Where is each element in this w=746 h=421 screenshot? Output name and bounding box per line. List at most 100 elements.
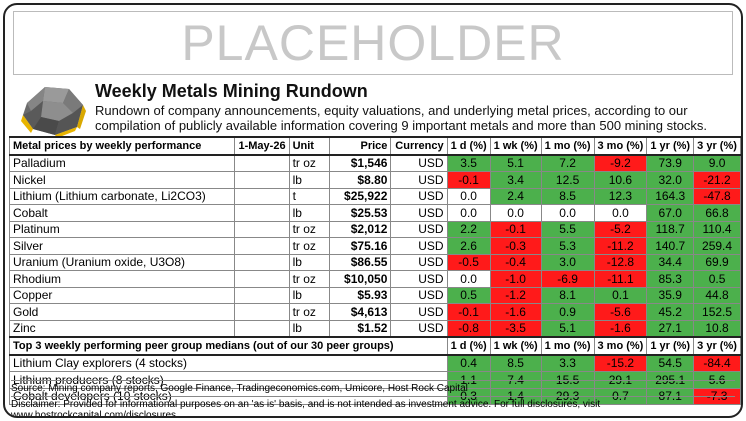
metal-row: Copper lb $5.93 USD 0.5 -1.2 8.1 0.1 35.9 44.8 <box>8 286 741 304</box>
metal-change-value: 0.0 <box>446 187 491 205</box>
metal-unit: tr oz <box>288 154 331 172</box>
metal-name: Nickel <box>8 171 236 189</box>
period-header: 1 yr (%) <box>646 336 695 356</box>
metal-change-value: -1.6 <box>489 303 542 321</box>
metal-change-value: 0.0 <box>446 270 491 288</box>
metal-change-value: 5.3 <box>540 237 595 255</box>
metal-change-value: 45.2 <box>646 303 695 321</box>
metal-change-value: 0.9 <box>540 303 595 321</box>
metal-price: $2,012 <box>329 220 392 238</box>
metal-change-value: 35.9 <box>646 286 695 304</box>
metal-change-value: -1.0 <box>489 270 542 288</box>
metal-unit: lb <box>288 171 331 189</box>
report-title: Weekly Metals Mining Rundown <box>95 81 368 101</box>
report-subtitle: Rundown of company announcements, equity… <box>95 103 708 133</box>
peer-row: Lithium producers (8 stocks) 1.1 7.4 15.5 29… <box>9 371 741 389</box>
metal-change-value: 259.4 <box>693 237 741 255</box>
period-header: 3 mo (%) <box>593 336 648 356</box>
metal-currency: USD <box>390 319 448 338</box>
metal-currency: USD <box>390 303 448 321</box>
metal-price: $25,922 <box>329 187 392 205</box>
metal-change-value: -0.3 <box>489 237 542 255</box>
peer-change-value: -84.4 <box>693 354 741 372</box>
metals-header-row: Metal prices by weekly performance 1-May-… <box>8 136 741 156</box>
metal-change-value: 3.4 <box>489 171 542 189</box>
period-header: 1 wk (%) <box>489 336 542 356</box>
metal-change-value: 7.2 <box>540 154 595 172</box>
metal-row: Lithium (Lithium carbonate, Li2CO3) t $25,… <box>8 187 741 205</box>
metal-currency: USD <box>390 253 448 271</box>
metal-name: Platinum <box>8 220 236 238</box>
metal-row: Uranium (Uranium oxide, U3O8) lb $86.55 USD… <box>8 253 741 271</box>
metal-row: Zinc lb $1.52 USD -0.8 -3.5 5.1 -1.6 27.1 10.8 <box>8 319 741 338</box>
metals-table: Metal prices by weekly performance 1-May-… <box>8 136 741 405</box>
metal-currency: USD <box>390 204 448 222</box>
metal-change-value: -0.1 <box>489 220 542 238</box>
metal-change-value: 9.0 <box>693 154 741 172</box>
metal-name: Palladium <box>8 154 236 172</box>
peer-change-value: 5.6 <box>693 371 741 389</box>
metal-change-value: -11.1 <box>593 270 648 288</box>
metal-unit: tr oz <box>288 270 331 288</box>
metal-change-value: -0.8 <box>446 319 491 338</box>
metal-currency: USD <box>390 270 448 288</box>
metal-change-value: 10.6 <box>593 171 648 189</box>
metal-price: $1.52 <box>329 319 392 338</box>
metal-change-value: 0.1 <box>593 286 648 304</box>
metal-change-value: 34.4 <box>646 253 695 271</box>
metal-price: $5.93 <box>329 286 392 304</box>
metal-change-value: 2.2 <box>446 220 491 238</box>
metal-change-value: 69.9 <box>693 253 741 271</box>
metal-unit: lb <box>288 253 331 271</box>
period-header: 1 d (%) <box>446 136 491 156</box>
metal-date-blank <box>234 171 290 189</box>
metal-price: $1,546 <box>329 154 392 172</box>
metal-currency: USD <box>390 187 448 205</box>
metal-name: Rhodium <box>8 270 236 288</box>
metal-change-value: 5.5 <box>540 220 595 238</box>
metal-change-value: 27.1 <box>646 319 695 338</box>
metal-row: Cobalt lb $25.53 USD 0.0 0.0 0.0 0.0 67.0 66.8 <box>8 204 741 222</box>
metal-row: Gold tr oz $4,613 USD -0.1 -1.6 0.9 -5.6 45.2 152… <box>8 303 741 321</box>
period-header: 1 mo (%) <box>540 136 595 156</box>
metal-currency: USD <box>390 220 448 238</box>
metal-change-value: 8.5 <box>540 187 595 205</box>
metal-change-value: 118.7 <box>646 220 695 238</box>
metal-change-value: 73.9 <box>646 154 695 172</box>
metal-date-blank <box>234 286 290 304</box>
metal-name: Zinc <box>8 319 236 338</box>
metal-currency: USD <box>390 286 448 304</box>
metals-header-label: Metal prices by weekly performance <box>8 136 236 156</box>
metal-date-blank <box>234 237 290 255</box>
metal-date-blank <box>234 220 290 238</box>
metal-price: $8.80 <box>329 171 392 189</box>
metal-change-value: 5.1 <box>540 319 595 338</box>
peer-change-value: 3.3 <box>540 354 595 372</box>
metal-change-value: -3.5 <box>489 319 542 338</box>
period-header: 3 mo (%) <box>593 136 648 156</box>
currency-header: Currency <box>390 136 448 156</box>
metal-change-value: 32.0 <box>646 171 695 189</box>
metal-change-value: 110.4 <box>693 220 741 238</box>
metal-currency: USD <box>390 171 448 189</box>
peer-row: Lithium Clay explorers (4 stocks) 0.4 8.5 3… <box>9 354 741 372</box>
metal-date-blank <box>234 303 290 321</box>
metal-row: Palladium tr oz $1,546 USD 3.5 5.1 7.2 -9.2 73.9… <box>8 154 741 172</box>
metal-change-value: 164.3 <box>646 187 695 205</box>
period-header: 1 yr (%) <box>646 136 695 156</box>
metal-row: Silver tr oz $75.16 USD 2.6 -0.3 5.3 -11.2 140.7… <box>8 237 741 255</box>
metal-date-blank <box>234 253 290 271</box>
metal-change-value: -5.2 <box>593 220 648 238</box>
metal-name: Gold <box>8 303 236 321</box>
peer-change-value: -15.2 <box>593 354 648 372</box>
metal-change-value: -0.5 <box>446 253 491 271</box>
period-header: 3 yr (%) <box>693 336 741 356</box>
metal-row: Nickel lb $8.80 USD -0.1 3.4 12.5 10.6 32.0 -21.2 <box>8 171 741 189</box>
metal-change-value: -1.2 <box>489 286 542 304</box>
metal-unit: tr oz <box>288 237 331 255</box>
metal-change-value: -0.1 <box>446 171 491 189</box>
report-card: PLACEHOLDER Weekly Metals Mining Rundown… <box>3 3 743 418</box>
peer-change-value: 7.4 <box>489 371 542 389</box>
metal-price: $86.55 <box>329 253 392 271</box>
period-header: 1 wk (%) <box>489 136 542 156</box>
